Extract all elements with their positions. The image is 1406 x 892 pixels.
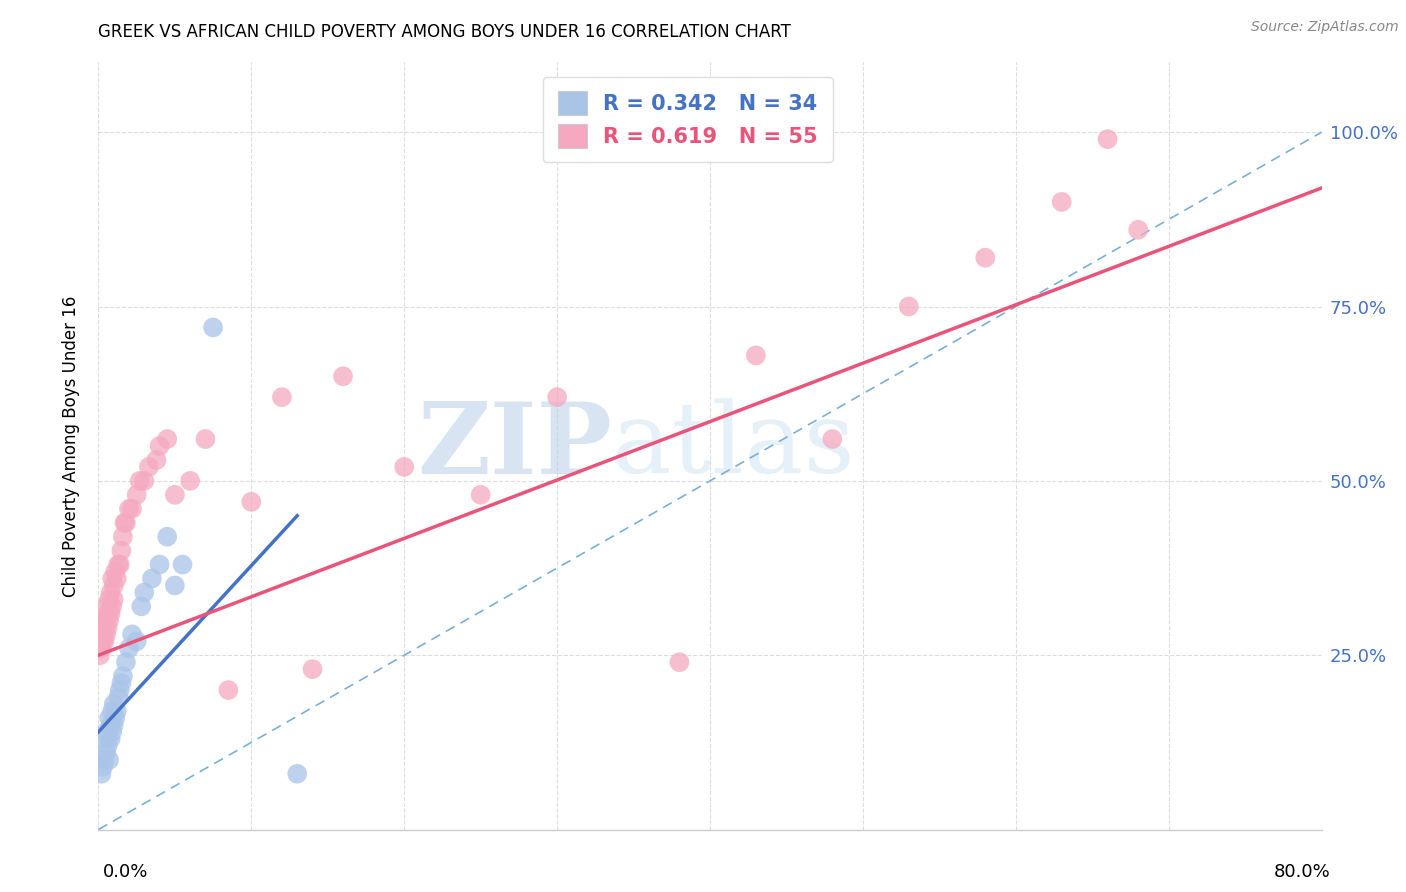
Point [149, 558, 172, 572]
Point [90, 641, 112, 656]
Point [97, 731, 120, 746]
Point [98, 753, 121, 767]
Point [105, 572, 128, 586]
Point [285, 766, 308, 780]
Point [240, 495, 263, 509]
Point [128, 474, 150, 488]
Point [118, 501, 141, 516]
Point [101, 599, 124, 614]
Point [93, 753, 115, 767]
Point [546, 390, 568, 404]
Legend: R = 0.342   N = 34, R = 0.619   N = 55: R = 0.342 N = 34, R = 0.619 N = 55 [543, 77, 832, 162]
Point [103, 592, 125, 607]
Point [97, 607, 120, 621]
Point [179, 474, 201, 488]
Point [100, 585, 122, 599]
Text: 0.0%: 0.0% [103, 863, 148, 881]
Point [97, 739, 120, 753]
Point [1128, 223, 1150, 237]
Point [668, 655, 690, 669]
Point [105, 704, 128, 718]
Point [270, 390, 292, 404]
Point [194, 432, 217, 446]
Point [94, 627, 117, 641]
Point [91, 627, 114, 641]
Point [470, 488, 492, 502]
Point [98, 711, 121, 725]
Point [101, 704, 124, 718]
Point [163, 578, 186, 592]
Point [111, 669, 134, 683]
Point [104, 711, 127, 725]
Point [108, 558, 131, 572]
Point [121, 501, 143, 516]
Point [103, 718, 125, 732]
Point [97, 620, 120, 634]
Point [94, 746, 117, 760]
Point [91, 634, 114, 648]
Text: atlas: atlas [612, 398, 855, 494]
Point [974, 251, 997, 265]
Point [89, 648, 111, 663]
Point [163, 488, 186, 502]
Point [101, 572, 124, 586]
Point [217, 683, 239, 698]
Point [100, 718, 122, 732]
Point [94, 599, 117, 614]
Point [145, 453, 167, 467]
Text: GREEK VS AFRICAN CHILD POVERTY AMONG BOYS UNDER 16 CORRELATION CHART: GREEK VS AFRICAN CHILD POVERTY AMONG BOY… [98, 23, 792, 41]
Point [94, 613, 117, 627]
Point [103, 697, 125, 711]
Y-axis label: Child Poverty Among Boys Under 16: Child Poverty Among Boys Under 16 [62, 295, 80, 597]
Point [121, 627, 143, 641]
Point [98, 592, 121, 607]
Point [332, 369, 354, 384]
Point [108, 683, 131, 698]
Point [93, 613, 115, 627]
Point [1097, 132, 1119, 146]
Point [392, 459, 416, 474]
Text: ZIP: ZIP [418, 398, 612, 494]
Point [134, 474, 156, 488]
Point [110, 676, 132, 690]
Point [115, 655, 138, 669]
Point [156, 530, 179, 544]
Point [93, 634, 115, 648]
Point [107, 558, 129, 572]
Point [1050, 194, 1073, 209]
Point [125, 488, 148, 502]
Point [91, 760, 114, 774]
Point [101, 725, 124, 739]
Text: 80.0%: 80.0% [1274, 863, 1330, 881]
Text: Source: ZipAtlas.com: Source: ZipAtlas.com [1251, 20, 1399, 34]
Point [110, 543, 132, 558]
Point [172, 558, 194, 572]
Point [107, 690, 129, 704]
Point [134, 585, 156, 599]
Point [156, 432, 179, 446]
Point [149, 439, 172, 453]
Point [141, 572, 163, 586]
Point [897, 300, 920, 314]
Point [301, 662, 323, 676]
Point [112, 516, 135, 530]
Point [104, 565, 127, 579]
Point [100, 731, 122, 746]
Point [94, 725, 117, 739]
Point [115, 516, 138, 530]
Point [111, 530, 134, 544]
Point [118, 641, 141, 656]
Point [98, 613, 121, 627]
Point [100, 607, 122, 621]
Point [745, 348, 768, 362]
Point [125, 634, 148, 648]
Point [129, 599, 152, 614]
Point [202, 320, 225, 334]
Point [90, 766, 112, 780]
Point [138, 459, 160, 474]
Point [821, 432, 844, 446]
Point [103, 578, 125, 592]
